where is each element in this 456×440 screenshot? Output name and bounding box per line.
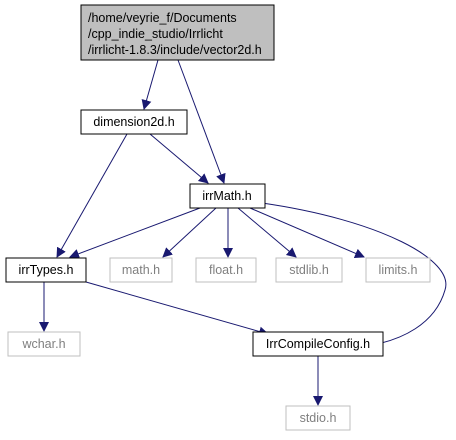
node-vector2d-line-1: /home/veyrie_f/Documents (88, 11, 237, 25)
node-dimension2d-label: dimension2d.h (93, 115, 174, 129)
node-dimension2d[interactable]: dimension2d.h (80, 109, 188, 135)
edge-dimension2d-to-irrMath (149, 133, 209, 184)
edge-vector2d-to-irrMath (177, 59, 226, 184)
node-vector2d[interactable]: /home/veyrie_f/Documents /cpp_indie_stud… (80, 4, 275, 61)
edge-irrMath-to-IrrCompileConfig (261, 202, 447, 349)
node-irrMath-label: irrMath.h (202, 189, 251, 203)
edge-irrMath-to-stdlib (237, 207, 297, 258)
node-irrTypes[interactable]: irrTypes.h (5, 257, 87, 283)
edge-irrMath-to-irrTypes (69, 207, 201, 259)
edge-vector2d-to-dimension2d (141, 59, 159, 110)
node-stdio-label: stdio.h (300, 411, 337, 425)
node-irrMath[interactable]: irrMath.h (189, 183, 266, 209)
node-wchar-label: wchar.h (21, 337, 65, 351)
edge-irrMath-to-limits (249, 207, 365, 259)
node-vector2d-line-3: /irrlicht-1.8.3/include/vector2d.h (88, 43, 262, 57)
node-math: math.h (109, 257, 173, 283)
node-float-label: float.h (209, 263, 243, 277)
node-stdlib: stdlib.h (275, 257, 343, 283)
node-wchar: wchar.h (7, 331, 81, 357)
edge-dimension2d-to-irrTypes (56, 133, 128, 258)
node-IrrCompileConfig-label: IrrCompileConfig.h (266, 337, 370, 351)
node-stdlib-label: stdlib.h (289, 263, 329, 277)
edge-irrTypes-to-IrrCompileConfig (85, 281, 269, 337)
node-limits-label: limits.h (379, 263, 418, 277)
node-vector2d-line-2: /cpp_indie_studio/Irrlicht (88, 27, 223, 41)
node-limits: limits.h (365, 257, 431, 283)
node-irrTypes-label: irrTypes.h (19, 263, 74, 277)
node-stdio: stdio.h (285, 405, 351, 431)
node-math-label: math.h (122, 263, 160, 277)
edges (39, 59, 447, 406)
node-float: float.h (195, 257, 257, 283)
edge-irrMath-to-math (162, 207, 217, 258)
node-IrrCompileConfig[interactable]: IrrCompileConfig.h (252, 331, 384, 357)
